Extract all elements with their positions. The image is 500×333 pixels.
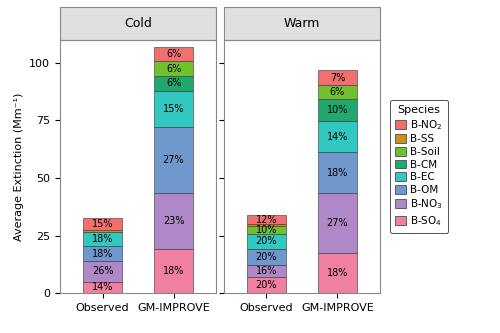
Bar <box>247 224 286 226</box>
Bar <box>154 61 193 76</box>
FancyBboxPatch shape <box>60 7 216 40</box>
Bar <box>318 121 357 153</box>
Bar <box>83 218 122 230</box>
Bar <box>154 193 193 249</box>
Text: 14%: 14% <box>92 282 114 292</box>
Text: 16%: 16% <box>256 266 277 276</box>
Bar <box>247 233 286 249</box>
Bar <box>318 99 357 121</box>
Text: 18%: 18% <box>163 266 184 276</box>
Bar <box>83 246 122 261</box>
Text: 15%: 15% <box>163 104 184 114</box>
Text: 12%: 12% <box>256 214 277 224</box>
Text: 18%: 18% <box>92 234 114 244</box>
Text: 27%: 27% <box>326 218 348 228</box>
Bar <box>247 226 286 233</box>
Bar <box>83 282 122 293</box>
Bar <box>318 253 357 293</box>
Text: 14%: 14% <box>326 132 348 142</box>
Bar <box>318 86 357 99</box>
Text: 7%: 7% <box>330 73 345 83</box>
Text: 18%: 18% <box>92 248 114 259</box>
Bar <box>318 153 357 192</box>
Text: Cold: Cold <box>124 17 152 30</box>
Bar <box>154 47 193 61</box>
Bar <box>247 265 286 277</box>
Text: 15%: 15% <box>92 219 114 229</box>
Bar <box>247 215 286 224</box>
Legend: B-NO$_2$, B-SS, B-Soil, B-CM, B-EC, B-OM, B-NO$_3$, B-SO$_4$: B-NO$_2$, B-SS, B-Soil, B-CM, B-EC, B-OM… <box>390 100 448 233</box>
Bar <box>318 192 357 253</box>
Text: 20%: 20% <box>256 252 277 262</box>
Bar <box>83 261 122 282</box>
Text: 18%: 18% <box>326 167 348 177</box>
Bar <box>83 230 122 232</box>
Bar <box>154 91 193 127</box>
Text: 6%: 6% <box>166 64 181 74</box>
Bar <box>247 277 286 293</box>
Text: 6%: 6% <box>330 87 345 97</box>
Bar <box>154 127 193 193</box>
Text: 23%: 23% <box>163 216 184 226</box>
Bar <box>318 70 357 86</box>
Text: 27%: 27% <box>162 155 184 165</box>
Text: 20%: 20% <box>256 280 277 290</box>
Text: Warm: Warm <box>284 17 320 30</box>
Y-axis label: Average Extinction (Mm⁻¹): Average Extinction (Mm⁻¹) <box>14 92 24 241</box>
FancyBboxPatch shape <box>224 7 380 40</box>
Bar <box>83 232 122 246</box>
Text: 20%: 20% <box>256 236 277 246</box>
Bar <box>247 249 286 265</box>
Text: 18%: 18% <box>326 268 348 278</box>
Text: 6%: 6% <box>166 49 181 59</box>
Text: 26%: 26% <box>92 266 114 276</box>
Bar <box>154 249 193 293</box>
Text: 10%: 10% <box>326 105 348 115</box>
Bar <box>154 76 193 91</box>
Text: 6%: 6% <box>166 78 181 88</box>
Text: 10%: 10% <box>256 225 277 235</box>
